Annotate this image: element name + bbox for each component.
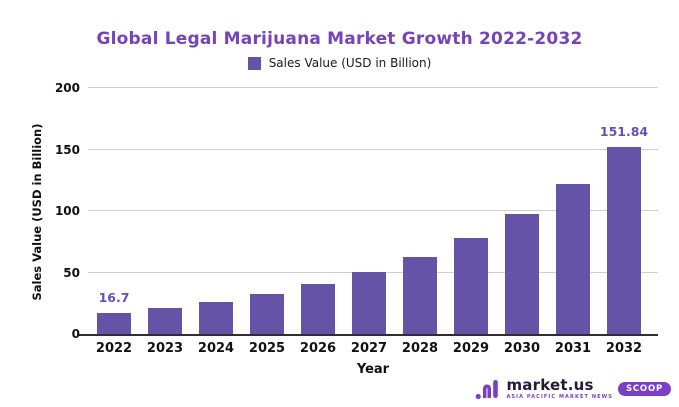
bar-2028 [403,256,437,334]
legend: Sales Value (USD in Billion) [0,56,679,70]
bar-2025 [250,294,284,334]
bar-2026 [301,284,335,334]
bar-2029 [454,237,488,334]
brand-text-block: market.us ASIA PACIFIC MARKET NEWS [506,378,613,400]
gridline-y-100 [88,210,658,211]
bar-2027 [352,272,386,334]
bar-2022 [97,313,131,334]
marketus-logo-icon [476,380,499,400]
gridline-y-200 [88,87,658,88]
x-tick-label-2032: 2032 [605,341,643,356]
legend-swatch-icon [247,56,261,70]
gridline-y-150 [88,148,658,150]
data-label-2022: 16.7 [98,290,130,306]
bar-2024 [199,302,233,334]
bar-2030 [505,213,539,334]
x-axis-title: Year [356,362,390,377]
x-tick-label-2026: 2026 [299,341,337,356]
x-tick-label-2023: 2023 [146,341,184,356]
brand-tagline: ASIA PACIFIC MARKET NEWS [506,394,613,400]
brand-footer: market.us ASIA PACIFIC MARKET NEWS SCOOP [475,377,671,401]
plot-area: 0 50 100 150 200 2022 16.7 2023 2024 2025 2026 2027… [55,81,658,356]
brand-name: market.us [506,376,594,394]
x-tick-label-2027: 2027 [350,341,388,356]
x-tick-label-2030: 2030 [503,341,541,356]
y-tick-label-150: 150 [54,142,80,157]
x-tick-label-2031: 2031 [554,341,592,356]
data-label-2032: 151.84 [599,124,649,140]
x-axis-line [79,334,658,336]
bar-2023 [148,308,182,334]
gridline-y-50 [88,271,658,273]
x-tick-label-2025: 2025 [248,341,286,356]
x-tick-label-2022: 2022 [95,341,133,356]
y-tick-label-0: 0 [71,327,80,341]
scoop-badge: SCOOP [617,381,671,397]
y-tick-label-200: 200 [54,81,80,95]
x-tick-label-2024: 2024 [197,341,235,356]
x-tick-label-2028: 2028 [401,341,439,356]
x-tick-label-2029: 2029 [452,341,490,356]
chart-title: Global Legal Marijuana Market Growth 202… [96,29,583,49]
legend-label: Sales Value (USD in Billion) [268,56,432,70]
y-tick-label-100: 100 [54,204,80,218]
bar-2031 [556,184,590,334]
bar-2032 [607,147,641,334]
y-tick-label-50: 50 [63,265,80,280]
